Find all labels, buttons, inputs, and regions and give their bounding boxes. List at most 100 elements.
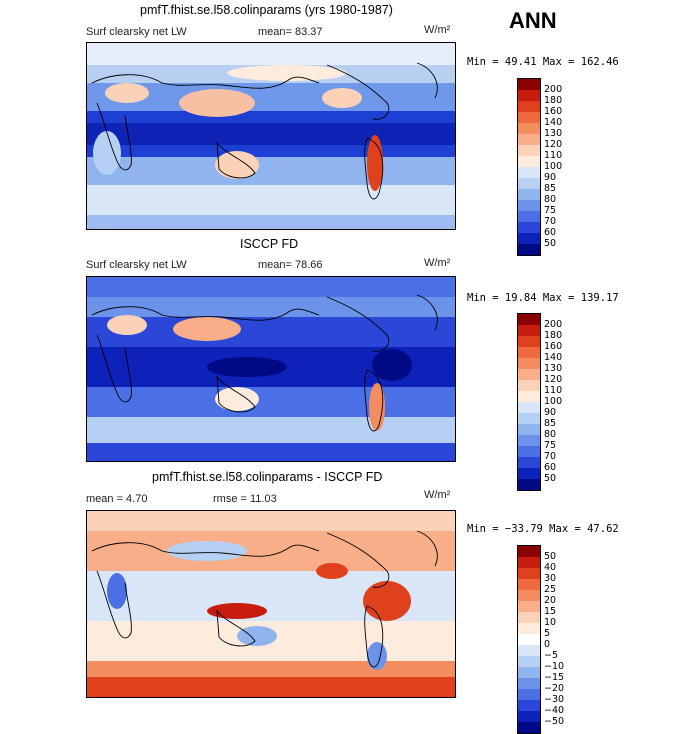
- panel1-colorbar-swatch: [518, 222, 540, 233]
- panel3-colorbar-tick-label: −40: [544, 705, 565, 716]
- panel3-colorbar-swatch: [518, 678, 540, 689]
- panel1-colorbar-swatch: [518, 101, 540, 112]
- panel3-title: pmfT.fhist.se.l58.colinparams - ISCCP FD: [152, 470, 383, 484]
- panel3-colorbar-tick-label: 5: [544, 628, 551, 639]
- panel2-colorbar-tick-label: 85: [544, 418, 557, 429]
- panel3-colorbar-swatch: [518, 590, 540, 601]
- season-label: ANN: [509, 8, 557, 33]
- panel3-mean: mean = 4.70: [86, 493, 148, 505]
- panel2-colorbar-swatch: [518, 380, 540, 391]
- panel3-colorbar-tick-label: 20: [544, 595, 557, 606]
- panel3-units: W/m²: [424, 489, 451, 501]
- panel1-colorbar-swatch: [518, 200, 540, 211]
- panel2-colorbar-swatch: [518, 391, 540, 402]
- panel2-field-label: Surf clearsky net LW: [86, 259, 187, 271]
- panel1-colorbar-tick-label: 200: [544, 84, 563, 95]
- panel2-colorbar-tick-label: 160: [544, 341, 563, 352]
- panel2-colorbar-swatch: [518, 325, 540, 336]
- panel1-mean: mean= 83.37: [258, 26, 323, 38]
- panel3-colorbar-swatch: [518, 612, 540, 623]
- panel2-colorbar-tick-label: 130: [544, 363, 563, 374]
- panel2-colorbar-swatch: [518, 424, 540, 435]
- panel1-colorbar-swatch: [518, 79, 540, 90]
- panel1-colorbar-ticks: 200 180 160 140 130 120 110 100 90 85 80 75 70 60 50: [544, 84, 562, 249]
- panel3-colorbar-swatch: [518, 656, 540, 667]
- panel2-colorbar-tick-label: 180: [544, 330, 563, 341]
- panel1-colorbar-tick-label: 75: [544, 205, 557, 216]
- panel1-colorbar-swatch: [518, 134, 540, 145]
- panel3-colorbar-tick-label: 50: [544, 551, 557, 562]
- panel2-colorbar-swatch: [518, 402, 540, 413]
- panel2-colorbar-tick-label: 140: [544, 352, 563, 363]
- panel1-colorbar-tick-label: 110: [544, 150, 563, 161]
- panel1-colorbar-tick-label: 90: [544, 172, 557, 183]
- panel1-colorbar-swatch: [518, 211, 540, 222]
- panel2-colorbar-swatch: [518, 347, 540, 358]
- panel2-colorbar-tick-label: 100: [544, 396, 563, 407]
- panel3-colorbar-swatch: [518, 689, 540, 700]
- panel2-colorbar-swatch: [518, 435, 540, 446]
- panel1-colorbar: [517, 78, 541, 256]
- panel2-colorbar-tick-label: 90: [544, 407, 557, 418]
- panel1-map: [86, 42, 456, 230]
- panel3-colorbar-swatch: [518, 568, 540, 579]
- panel3-colorbar-tick-label: 40: [544, 562, 557, 573]
- panel1-colorbar-tick-label: 180: [544, 95, 563, 106]
- panel2-colorbar-tick-label: 110: [544, 385, 563, 396]
- panel2-minmax: Min = 19.84 Max = 139.17: [467, 292, 619, 304]
- panel2-colorbar-tick-label: 75: [544, 440, 557, 451]
- panel1-minmax: Min = 49.41 Max = 162.46: [467, 56, 619, 68]
- panel1-colorbar-swatch: [518, 90, 540, 101]
- panel3-colorbar: [517, 545, 541, 734]
- panel1-colorbar-tick-label: 85: [544, 183, 557, 194]
- panel3-colorbar-tick-label: −20: [544, 683, 565, 694]
- panel2-map: [86, 276, 456, 462]
- panel1-colorbar-swatch: [518, 167, 540, 178]
- panel1-colorbar-tick-label: 160: [544, 106, 563, 117]
- panel3-colorbar-swatch: [518, 722, 540, 733]
- panel1-title: pmfT.fhist.se.l58.colinparams (yrs 1980-…: [140, 3, 393, 17]
- panel1-colorbar-tick-label: 60: [544, 227, 557, 238]
- panel3-colorbar-swatch: [518, 711, 540, 722]
- panel1-colorbar-swatch: [518, 178, 540, 189]
- panel3-colorbar-swatch: [518, 557, 540, 568]
- panel1-colorbar-tick-label: 130: [544, 128, 563, 139]
- panel1-colorbar-tick-label: 50: [544, 238, 557, 249]
- panel1-colorbar-tick-label: 70: [544, 216, 557, 227]
- panel2-colorbar-tick-label: 70: [544, 451, 557, 462]
- panel2-colorbar-swatch: [518, 468, 540, 479]
- panel3-colorbar-tick-label: 15: [544, 606, 557, 617]
- panel2-units: W/m²: [424, 257, 451, 269]
- panel2-colorbar-tick-label: 200: [544, 319, 563, 330]
- panel2-colorbar-swatch: [518, 479, 540, 490]
- panel2-colorbar-swatch: [518, 336, 540, 347]
- panel2-title: ISCCP FD: [240, 237, 299, 251]
- panel2-colorbar-tick-label: 80: [544, 429, 557, 440]
- panel3-colorbar-tick-label: −10: [544, 661, 565, 672]
- panel2-colorbar-ticks: 200 180 160 140 130 120 110 100 90 85 80 75 70 60 50: [544, 319, 562, 484]
- panel1-colorbar-swatch: [518, 156, 540, 167]
- panel1-colorbar-tick-label: 100: [544, 161, 563, 172]
- panel1-colorbar-swatch: [518, 233, 540, 244]
- panel3-colorbar-ticks: 50 40 30 25 20 15 10 5 0 −5 −10 −15 −20 −30 −40 −50: [544, 551, 564, 727]
- panel3-colorbar-tick-label: −15: [544, 672, 565, 683]
- panel2-colorbar-tick-label: 60: [544, 462, 557, 473]
- panel3-map: [86, 510, 456, 698]
- panel3-colorbar-tick-label: 0: [544, 639, 551, 650]
- panel3-colorbar-swatch: [518, 601, 540, 612]
- panel2-colorbar-tick-label: 120: [544, 374, 563, 385]
- panel2-colorbar-tick-label: 50: [544, 473, 557, 484]
- panel1-colorbar-swatch: [518, 145, 540, 156]
- panel2-mean: mean= 78.66: [258, 259, 323, 271]
- panel2-colorbar-swatch: [518, 413, 540, 424]
- panel3-colorbar-swatch: [518, 546, 540, 557]
- panel3-colorbar-swatch: [518, 667, 540, 678]
- panel1-colorbar-tick-label: 80: [544, 194, 557, 205]
- panel3-colorbar-tick-label: 25: [544, 584, 557, 595]
- panel3-colorbar-tick-label: 10: [544, 617, 557, 628]
- panel3-colorbar-swatch: [518, 645, 540, 656]
- panel2-colorbar-swatch: [518, 314, 540, 325]
- panel3-minmax: Min = −33.79 Max = 47.62: [467, 523, 619, 535]
- panel2-colorbar: [517, 313, 541, 491]
- panel3-colorbar-tick-label: −50: [544, 716, 565, 727]
